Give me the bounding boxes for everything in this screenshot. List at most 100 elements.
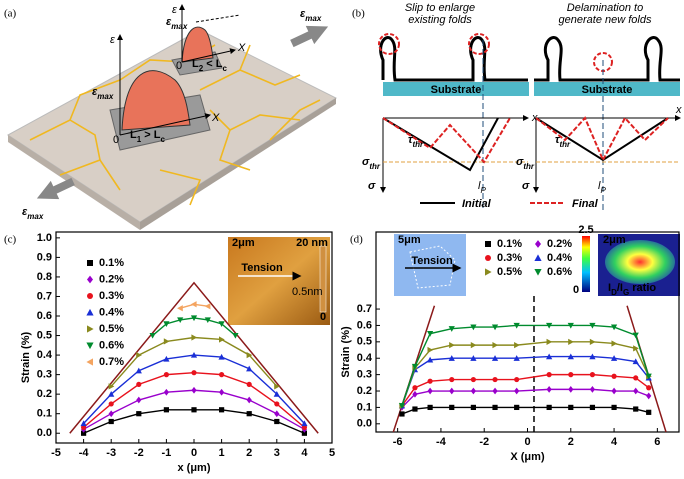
x-tick-label: 0	[524, 436, 530, 448]
y-tick-label: 1.0	[37, 232, 52, 244]
x-tick-label: -4	[79, 447, 90, 459]
point	[470, 376, 476, 383]
y-tick-label: 0.7	[37, 290, 52, 302]
substrate: Substrate	[431, 84, 482, 96]
point	[190, 315, 198, 322]
point	[646, 409, 652, 415]
x-axis: x	[675, 104, 682, 116]
point	[219, 388, 225, 396]
point	[246, 411, 252, 417]
point	[398, 403, 406, 409]
point	[589, 404, 596, 411]
x-tick-label: -6	[393, 436, 403, 448]
inset-arrow-label: Tension	[241, 262, 283, 274]
point	[149, 332, 156, 339]
point	[218, 353, 225, 360]
x-tick-label: 1	[219, 447, 225, 459]
point	[191, 386, 197, 394]
y-tick-label: 0.4	[37, 349, 53, 361]
point	[633, 387, 639, 395]
x-tick-label: 6	[654, 436, 660, 448]
x-tick-label: 0	[191, 447, 197, 459]
point	[399, 411, 405, 417]
lp-part: l	[598, 180, 601, 192]
point	[492, 404, 498, 411]
point	[301, 420, 308, 427]
point	[470, 341, 477, 349]
point	[567, 322, 574, 329]
point	[546, 404, 552, 411]
point	[163, 321, 170, 327]
y-tick-label: 0.0	[357, 418, 372, 430]
emax: εmax	[166, 16, 188, 31]
legend-marker	[485, 268, 492, 276]
point	[204, 317, 211, 324]
fit-curve	[401, 324, 650, 406]
block-label-part: 1	[137, 135, 142, 144]
y-axis-label: Strain (%)	[340, 326, 352, 378]
point	[163, 355, 170, 362]
point	[190, 351, 198, 358]
legend-label: Final	[572, 198, 599, 210]
point	[246, 396, 252, 404]
tau: τthr	[555, 134, 571, 149]
point	[232, 332, 239, 339]
point	[491, 355, 499, 361]
point	[568, 372, 574, 378]
point	[163, 388, 169, 396]
emax-part: max	[171, 22, 188, 31]
ratio-label-part: /I	[617, 282, 623, 294]
y-tick-label: 0.3	[357, 369, 372, 381]
point	[163, 407, 169, 413]
inset-arrow-label: Tension	[411, 255, 453, 267]
legend-label: 0.5%	[99, 323, 124, 335]
x-tick-label: -2	[479, 436, 489, 448]
lp-part: P	[480, 186, 486, 195]
point	[448, 326, 455, 332]
inset-height: 0.5nm	[292, 286, 323, 298]
legend-marker	[86, 342, 94, 350]
inset-scale: 2μm	[603, 234, 626, 246]
block-label: L2 < Lc	[192, 58, 227, 73]
x-tick-label: -2	[134, 447, 144, 459]
fit-curve	[401, 388, 649, 408]
legend-marker	[87, 293, 93, 299]
legend-marker	[485, 241, 491, 247]
point	[412, 406, 418, 412]
inset-scale: 2μm	[232, 237, 255, 249]
legend-label: 0.3%	[99, 290, 124, 302]
point	[274, 410, 280, 418]
point	[108, 418, 114, 425]
point	[426, 331, 434, 337]
point	[633, 375, 639, 381]
point	[108, 410, 114, 418]
point	[567, 353, 574, 360]
point	[645, 373, 652, 380]
fit-curve	[401, 341, 650, 406]
point	[546, 385, 552, 393]
y-tick-label: 0.1	[37, 408, 52, 420]
point	[633, 406, 639, 412]
point	[492, 387, 498, 395]
point	[633, 345, 639, 352]
point	[219, 407, 225, 413]
emax-part: ε	[92, 86, 98, 98]
x-axis: X	[237, 42, 246, 54]
point	[274, 418, 280, 425]
point	[611, 387, 617, 395]
block-label: L1 > Lc	[130, 129, 165, 144]
panel-label: (a)	[4, 8, 17, 20]
y-tick-label: 0.9	[37, 251, 52, 263]
point	[632, 358, 639, 365]
point	[611, 340, 618, 347]
point	[412, 390, 418, 398]
legend-marker	[534, 254, 542, 261]
point	[513, 322, 520, 329]
point	[191, 370, 197, 376]
x-tick-label: 2	[246, 447, 252, 459]
point	[589, 372, 596, 378]
point	[589, 338, 596, 345]
point	[514, 341, 520, 349]
ratio-label: ID/IG ratio	[608, 282, 656, 297]
point	[274, 383, 280, 390]
